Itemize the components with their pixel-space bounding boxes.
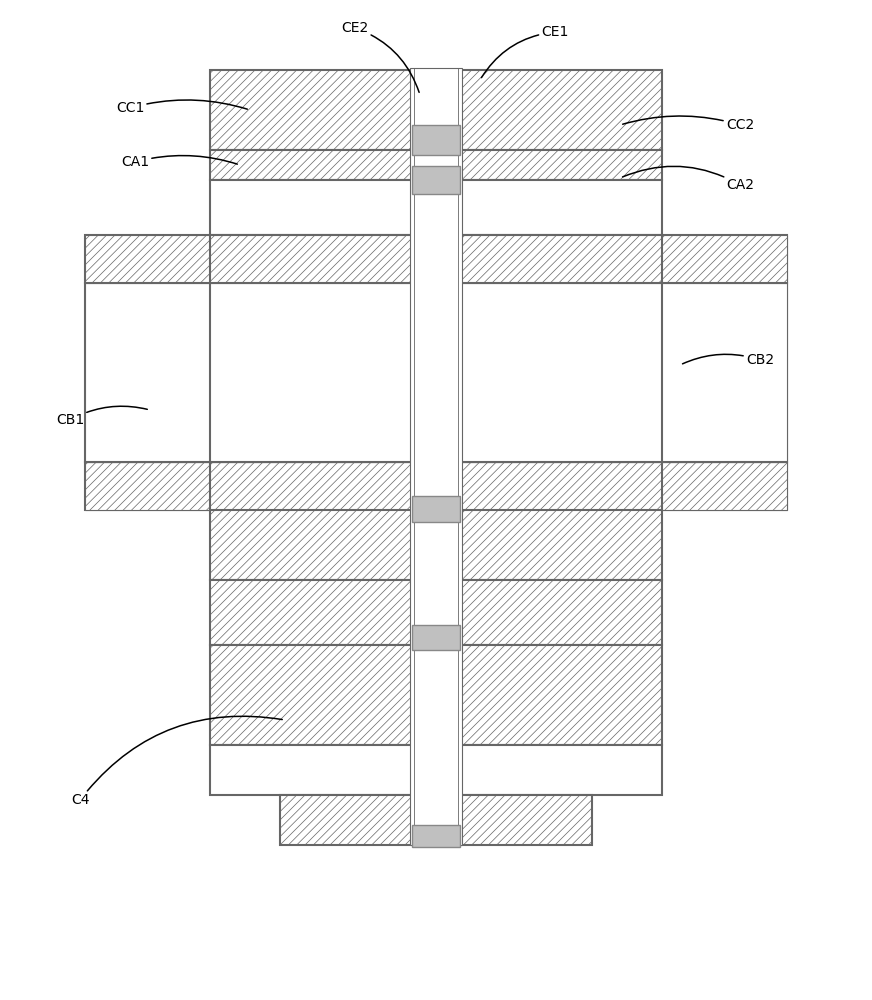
Text: CA1: CA1 <box>121 155 237 169</box>
Bar <box>85 235 787 510</box>
Bar <box>410 68 462 845</box>
Bar <box>85 462 787 510</box>
Text: CE1: CE1 <box>481 25 569 78</box>
Bar <box>412 166 460 194</box>
Bar <box>412 125 460 155</box>
Bar <box>210 70 416 150</box>
Text: C4: C4 <box>71 716 283 807</box>
Bar <box>412 496 460 522</box>
Text: CE2: CE2 <box>341 21 419 92</box>
Bar <box>280 795 592 845</box>
Text: CA2: CA2 <box>623 166 754 192</box>
Text: CC1: CC1 <box>116 100 248 115</box>
Text: CC2: CC2 <box>623 116 754 132</box>
Text: CB2: CB2 <box>683 353 774 367</box>
Bar <box>210 510 662 580</box>
Bar <box>210 645 662 745</box>
Bar <box>210 580 662 645</box>
Bar <box>85 283 787 462</box>
Bar <box>412 825 460 847</box>
Text: CB1: CB1 <box>56 406 147 427</box>
Bar <box>412 625 460 650</box>
Bar <box>85 235 787 283</box>
Bar <box>210 745 662 795</box>
Bar <box>210 150 662 180</box>
Bar <box>456 70 662 150</box>
Bar <box>210 180 662 235</box>
